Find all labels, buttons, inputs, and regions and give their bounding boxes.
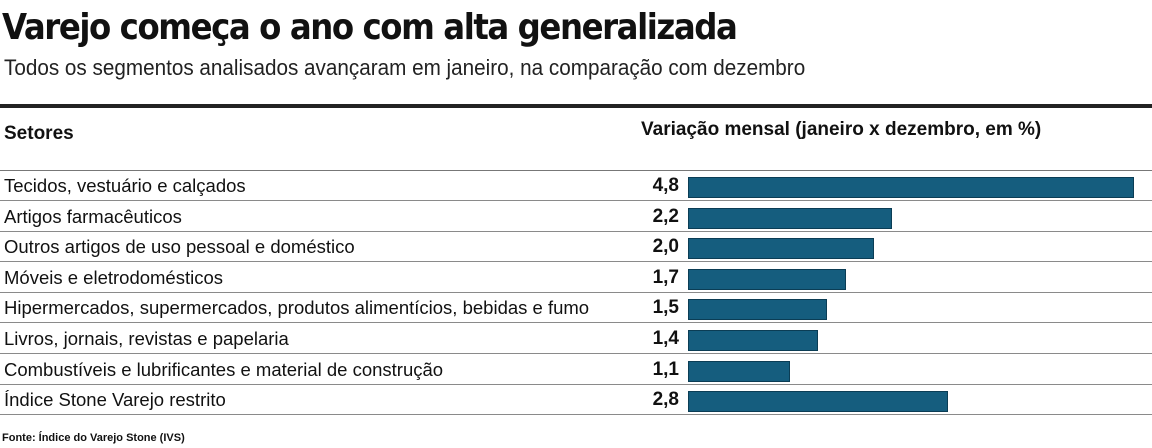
bar xyxy=(688,299,827,321)
row-divider xyxy=(0,261,1152,263)
bar xyxy=(688,330,818,351)
table-row: Índice Stone Varejo restrito 2,8 xyxy=(0,385,1152,416)
value-label: 1,1 xyxy=(652,358,679,380)
bar xyxy=(688,177,1134,198)
value-label: 4,8 xyxy=(652,175,679,196)
bar xyxy=(688,360,790,382)
header-rule xyxy=(0,170,1152,171)
sector-label: Móveis e eletrodomésticos xyxy=(4,266,224,288)
sector-label: Índice Stone Varejo restrito xyxy=(4,389,226,411)
bar xyxy=(688,238,874,260)
sector-label: Livros, jornais, revistas e papelaria xyxy=(4,328,289,349)
table-row: Móveis e eletrodomésticos 1,7 xyxy=(0,263,1152,293)
column-header-sectors: Setores xyxy=(4,123,74,144)
bar xyxy=(688,268,846,290)
chart-title: Varejo começa o ano com alta generalizad… xyxy=(2,7,738,48)
row-divider xyxy=(0,200,1152,201)
sector-label: Hipermercados, supermercados, produtos a… xyxy=(4,297,590,319)
row-divider xyxy=(0,230,1152,232)
row-divider xyxy=(0,322,1152,324)
value-label: 1,5 xyxy=(652,297,679,319)
bar xyxy=(688,391,948,413)
sector-label: Outros artigos de uso pessoal e doméstic… xyxy=(4,236,355,258)
table-row: Artigos farmacêuticos 2,2 xyxy=(0,202,1152,232)
top-rule xyxy=(0,104,1152,108)
value-label: 1,7 xyxy=(652,266,679,288)
value-label: 2,8 xyxy=(652,389,679,411)
sector-label: Tecidos, vestuário e calçados xyxy=(4,175,246,196)
sector-label: Artigos farmacêuticos xyxy=(4,205,182,227)
table-row: Outros artigos de uso pessoal e doméstic… xyxy=(0,232,1152,263)
sector-label: Combustíveis e lubrificantes e material … xyxy=(4,358,444,380)
bar xyxy=(688,207,892,229)
table-row: Livros, jornais, revistas e papelaria 1,4 xyxy=(0,324,1152,354)
value-label: 2,2 xyxy=(652,205,679,227)
table-row: Tecidos, vestuário e calçados 4,8 xyxy=(0,171,1152,201)
column-header-variation: Variação mensal (janeiro x dezembro, em … xyxy=(641,119,1042,140)
source-note: Fonte: Índice do Varejo Stone (IVS) xyxy=(2,432,185,444)
row-divider xyxy=(0,353,1152,354)
chart-subtitle: Todos os segmentos analisados avançaram … xyxy=(4,55,806,80)
value-label: 2,0 xyxy=(652,236,679,258)
row-divider xyxy=(0,414,1152,416)
value-label: 1,4 xyxy=(652,328,679,349)
row-divider xyxy=(0,383,1152,385)
row-divider xyxy=(0,291,1152,293)
table-row: Hipermercados, supermercados, produtos a… xyxy=(0,293,1152,324)
table-row: Combustíveis e lubrificantes e material … xyxy=(0,355,1152,385)
